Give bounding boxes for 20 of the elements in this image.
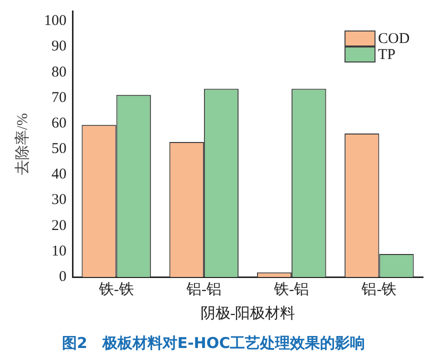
y-tick-label: 10 bbox=[52, 243, 66, 260]
y-tick-label: 70 bbox=[52, 90, 66, 106]
y-tick-label: 90 bbox=[52, 38, 66, 55]
y-tick-label: 100 bbox=[44, 13, 66, 30]
y-tick-label: 20 bbox=[52, 218, 66, 234]
x-tick-label: 铁-铁 bbox=[98, 280, 134, 298]
y-tick-label: 80 bbox=[52, 64, 66, 80]
x-tick-label: 铝-铝 bbox=[185, 282, 222, 298]
x-tick-label: 铝-铁 bbox=[360, 280, 397, 298]
x-axis-title: 阴极-阳极材料 bbox=[200, 304, 296, 322]
x-tick-label: 铁-铝 bbox=[273, 280, 310, 298]
y-tick-label: 40 bbox=[52, 166, 66, 183]
legend-label: TP bbox=[378, 46, 396, 63]
y-tick-label: 60 bbox=[52, 115, 66, 132]
y-axis-title: 去除率/% bbox=[14, 113, 31, 175]
legend-label: COD bbox=[378, 30, 410, 47]
y-tick-label: 50 bbox=[52, 141, 66, 158]
text: 图2 极板材料对E-HOC工艺处理效果的影响 bbox=[62, 334, 366, 352]
y-tick-label: 30 bbox=[52, 192, 66, 208]
y-tick-label: 0 bbox=[59, 268, 66, 285]
